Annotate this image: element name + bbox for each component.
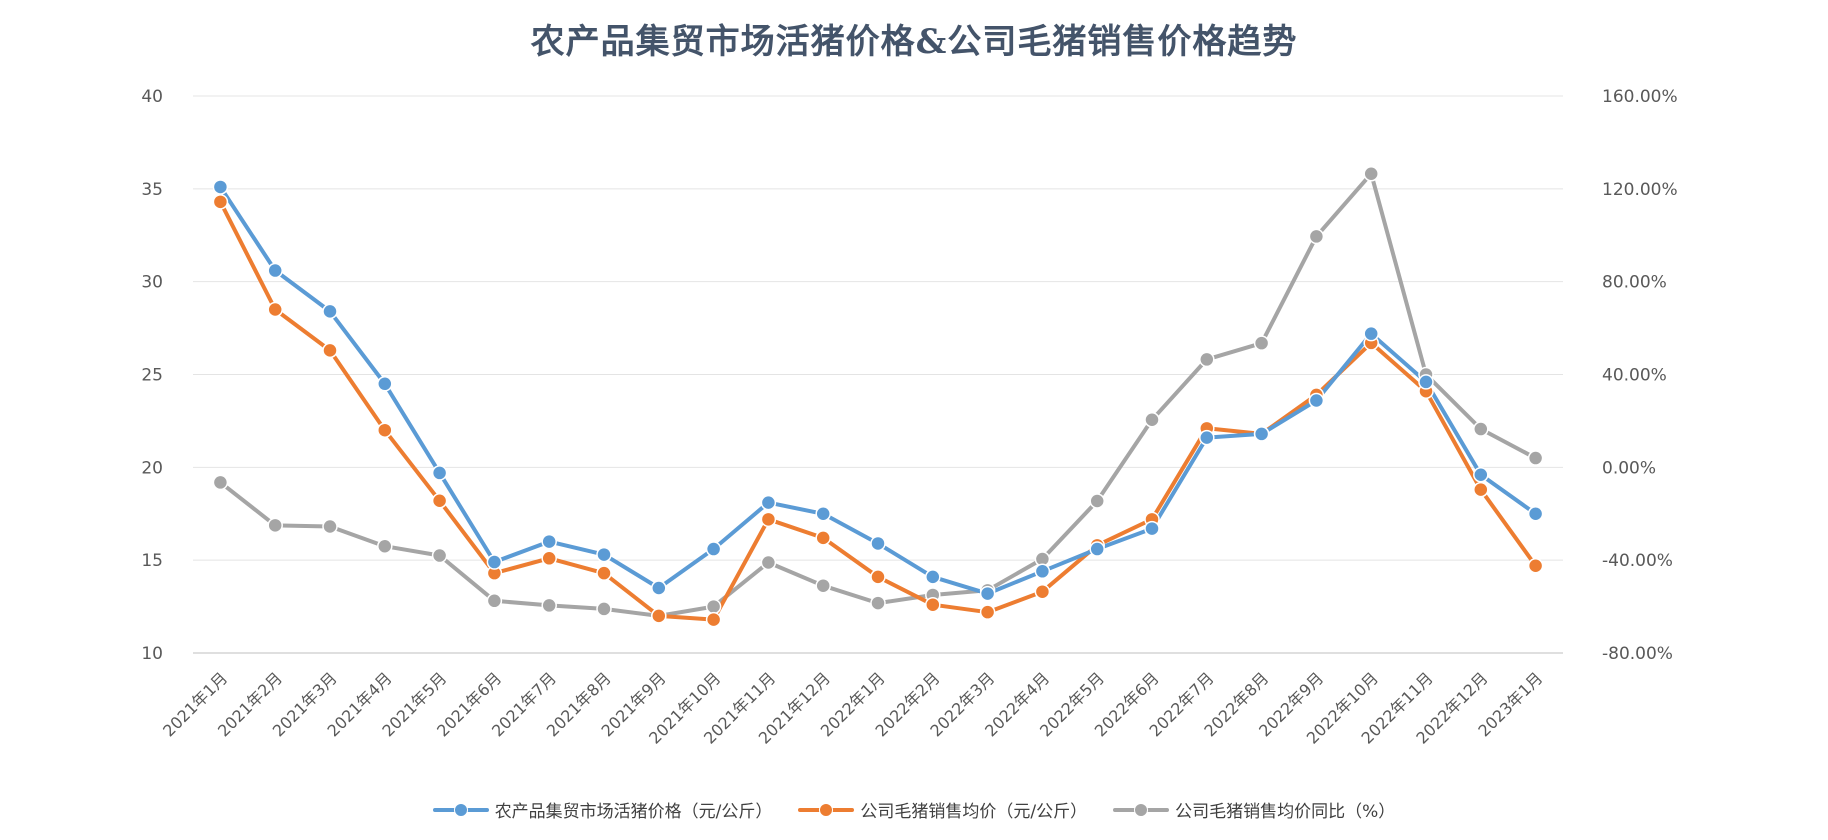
y-right-tick-label: -80.00%	[1602, 644, 1673, 664]
legend-swatch-company-price	[798, 802, 855, 817]
data-point[interactable]	[267, 262, 283, 279]
data-point[interactable]	[1199, 351, 1215, 368]
series-markers	[212, 165, 1544, 628]
data-point[interactable]	[1527, 450, 1544, 466]
data-point[interactable]	[541, 597, 557, 614]
data-point[interactable]	[596, 601, 612, 617]
data-point[interactable]	[1363, 165, 1379, 182]
data-point[interactable]	[705, 541, 722, 557]
y-left-tick-label: 10	[141, 644, 163, 664]
data-point[interactable]	[212, 179, 229, 195]
data-point[interactable]	[322, 342, 338, 359]
data-point[interactable]	[705, 598, 722, 615]
data-point[interactable]	[1527, 506, 1544, 522]
data-point[interactable]	[1144, 520, 1160, 537]
y-left-tick-label: 30	[141, 273, 163, 293]
y-left-tick-label: 40	[141, 87, 163, 107]
data-point[interactable]	[212, 474, 229, 491]
data-point[interactable]	[1527, 557, 1544, 574]
legend-label-yoy: 公司毛猪销售均价同比（%）	[1175, 802, 1396, 822]
data-point[interactable]	[1034, 583, 1051, 600]
data-point[interactable]	[925, 596, 941, 613]
data-point[interactable]	[486, 554, 503, 570]
data-point[interactable]	[1144, 412, 1160, 428]
data-point[interactable]	[1473, 421, 1489, 437]
data-point[interactable]	[541, 533, 557, 550]
legend-item-market-price[interactable]: 农产品集贸市场活猪价格（元/公斤）	[432, 797, 773, 822]
y-right-tick-label: 80.00%	[1602, 273, 1667, 293]
data-point[interactable]	[267, 301, 283, 318]
data-point[interactable]	[870, 535, 886, 552]
data-point[interactable]	[431, 547, 448, 564]
data-point[interactable]	[925, 569, 941, 585]
legend: 农产品集贸市场活猪价格（元/公斤） 公司毛猪销售均价（元/公斤） 公司毛猪销售均…	[0, 797, 1828, 822]
legend-swatch-yoy	[1113, 802, 1170, 817]
data-point[interactable]	[541, 550, 557, 567]
data-point[interactable]	[1089, 541, 1105, 557]
data-point[interactable]	[760, 511, 777, 528]
data-point[interactable]	[760, 554, 777, 571]
data-point[interactable]	[322, 303, 338, 320]
data-point[interactable]	[377, 538, 393, 554]
data-point[interactable]	[1473, 467, 1489, 483]
y-left-tick-label: 35	[141, 180, 163, 200]
gridlines	[193, 95, 1563, 654]
data-point[interactable]	[212, 194, 229, 210]
data-point[interactable]	[322, 518, 338, 535]
x-axis: 2021年1月2021年2月2021年3月2021年4月2021年5月2021年…	[159, 668, 1546, 747]
data-point[interactable]	[377, 376, 393, 392]
legend-label-market-price: 农产品集贸市场活猪价格（元/公斤）	[494, 802, 773, 822]
y-right-tick-label: 40.00%	[1602, 366, 1667, 386]
data-point[interactable]	[815, 577, 831, 594]
y-left-tick-label: 25	[141, 366, 163, 386]
data-point[interactable]	[1089, 493, 1105, 509]
series-line	[218, 185, 1538, 596]
data-point[interactable]	[1308, 392, 1325, 409]
data-point[interactable]	[486, 593, 503, 609]
data-point[interactable]	[596, 546, 612, 563]
data-point[interactable]	[377, 422, 393, 438]
data-point[interactable]	[431, 465, 448, 481]
legend-swatch-market-price	[432, 802, 489, 817]
data-point[interactable]	[815, 530, 831, 546]
y-axis-left: 10 15 20 25 30 35 40	[141, 87, 163, 664]
data-point[interactable]	[979, 604, 996, 620]
data-point[interactable]	[1363, 325, 1379, 342]
series-lines	[218, 171, 1538, 622]
legend-item-company-price[interactable]: 公司毛猪销售均价（元/公斤）	[798, 797, 1087, 822]
data-point[interactable]	[596, 565, 612, 581]
y-right-tick-label: 160.00%	[1602, 87, 1678, 107]
data-point[interactable]	[431, 493, 448, 509]
chart-title: 农产品集贸市场活猪价格&公司毛猪销售价格趋势	[530, 22, 1298, 62]
data-point[interactable]	[1199, 429, 1215, 446]
y-axis-right: -80.00% -40.00% 0.00% 40.00% 80.00% 120.00% 16…	[1602, 87, 1678, 664]
data-point[interactable]	[870, 595, 886, 611]
y-right-tick-label: 120.00%	[1602, 180, 1678, 200]
data-point[interactable]	[705, 611, 722, 628]
data-point[interactable]	[760, 494, 777, 511]
data-point[interactable]	[651, 580, 667, 596]
data-point[interactable]	[267, 517, 283, 534]
data-point[interactable]	[815, 506, 831, 522]
data-point[interactable]	[1418, 374, 1434, 390]
y-left-tick-label: 20	[141, 458, 163, 478]
y-right-tick-label: -40.00%	[1602, 551, 1673, 571]
series-line	[218, 199, 1538, 622]
data-point[interactable]	[1308, 228, 1325, 245]
y-left-tick-label: 15	[141, 551, 163, 571]
data-point[interactable]	[1034, 563, 1051, 580]
data-point[interactable]	[870, 569, 886, 585]
data-point[interactable]	[979, 585, 996, 602]
data-point[interactable]	[1253, 335, 1270, 351]
data-point[interactable]	[1253, 426, 1270, 442]
data-point[interactable]	[651, 608, 667, 624]
legend-label-company-price: 公司毛猪销售均价（元/公斤）	[860, 802, 1088, 822]
y-right-tick-label: 0.00%	[1602, 458, 1656, 478]
plot-area: 10 15 20 25 30 35 40 -80.00% -40.00% 0.00% 40.00%…	[141, 87, 1678, 748]
data-point[interactable]	[1473, 481, 1489, 498]
legend-item-yoy[interactable]: 公司毛猪销售均价同比（%）	[1113, 797, 1395, 822]
